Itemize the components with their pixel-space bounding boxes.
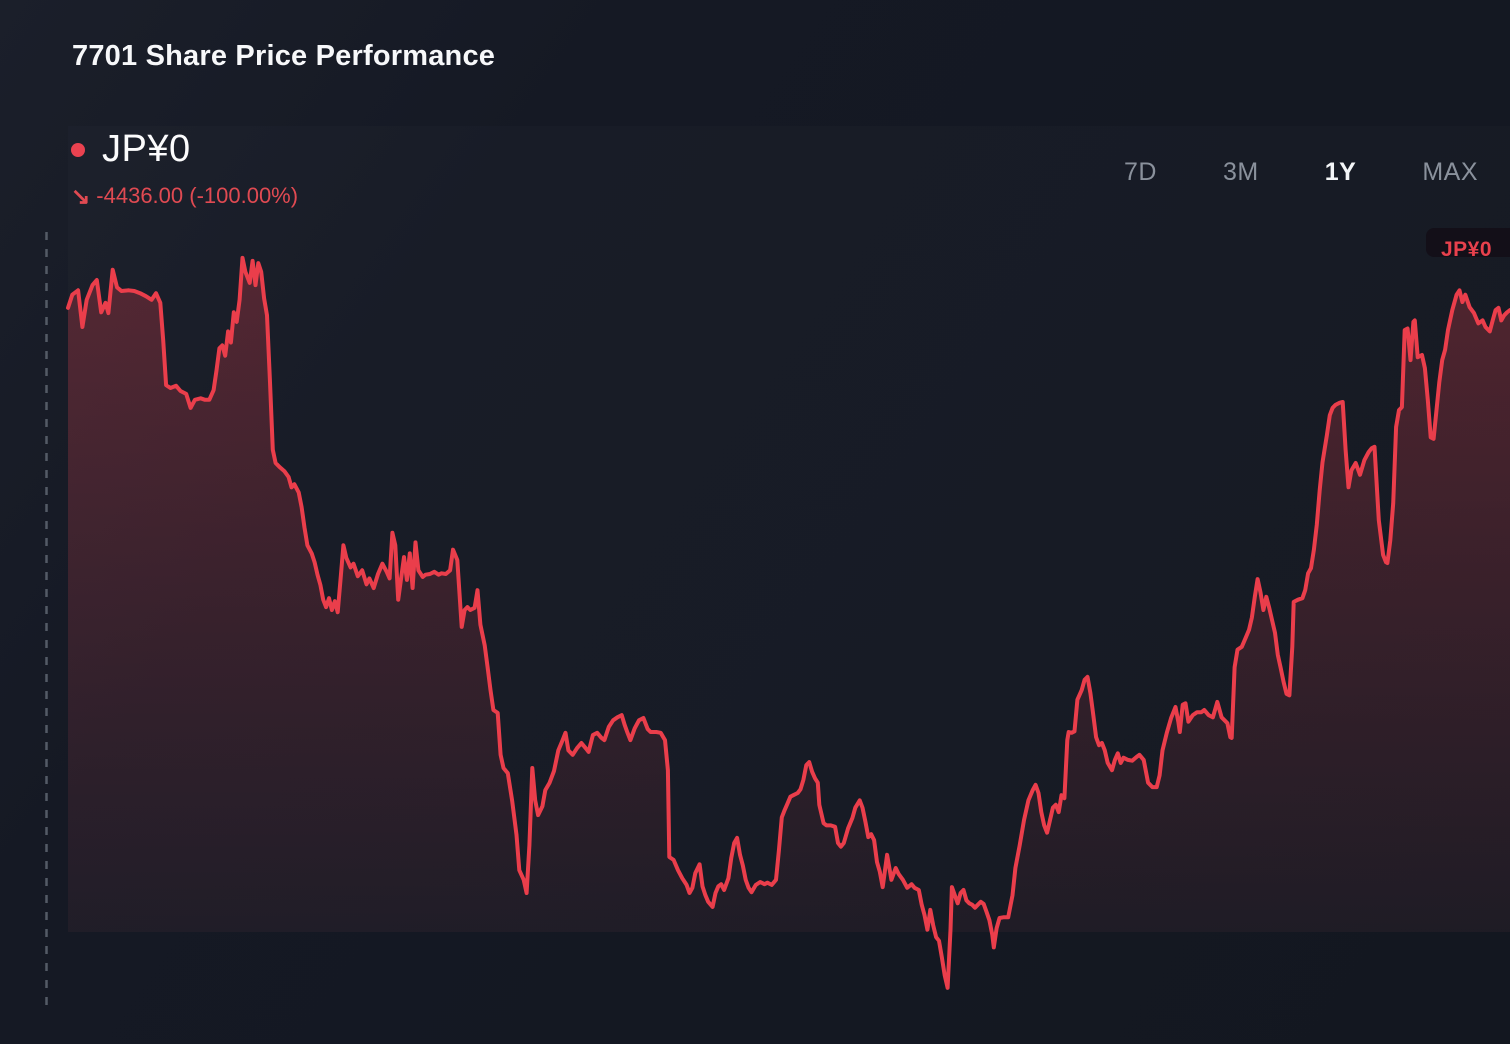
range-button-1y[interactable]: 1Y xyxy=(1321,156,1361,189)
price-change-row: ↘ -4436.00 (-100.00%) xyxy=(71,183,298,209)
price-change-label: -4436.00 (-100.00%) xyxy=(96,183,299,208)
price-area xyxy=(68,257,1510,988)
current-price-tag-label: JP¥0 xyxy=(1440,238,1492,257)
price-line xyxy=(66,255,1510,990)
trend-down-arrow-icon: ↘ xyxy=(71,182,91,209)
range-button-3m[interactable]: 3M xyxy=(1219,156,1263,189)
chart-legend: JP¥0 ↘ -4436.00 (-100.00%) xyxy=(71,128,298,209)
range-button-7d[interactable]: 7D xyxy=(1120,156,1161,189)
page-title: 7701 Share Price Performance xyxy=(72,40,496,72)
time-range-selector: 7D 3M 1Y MAX xyxy=(1120,156,1482,189)
series-color-dot-icon xyxy=(71,142,85,157)
range-button-max[interactable]: MAX xyxy=(1418,156,1482,189)
current-price-label: JP¥0 xyxy=(102,128,191,170)
current-price-tag: JP¥0 xyxy=(1425,228,1510,257)
